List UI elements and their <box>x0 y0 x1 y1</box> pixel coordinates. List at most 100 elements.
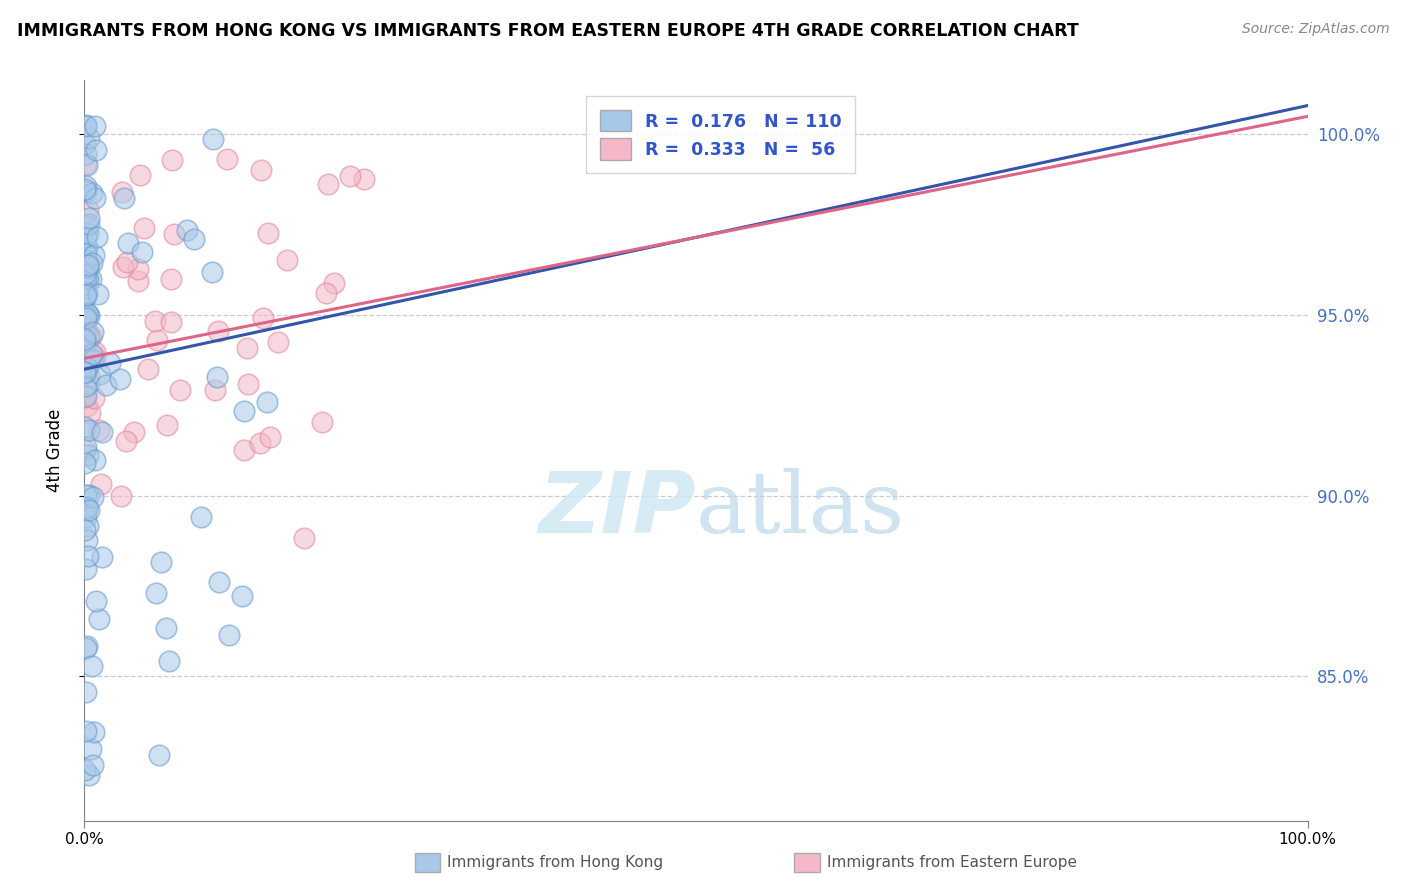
Point <box>76 158 98 172</box>
Point <box>127 262 149 277</box>
Point <box>77 258 100 272</box>
Point <box>84 345 107 359</box>
Point <box>250 163 273 178</box>
Point <box>76 306 98 320</box>
Point <box>75 288 97 302</box>
Point <box>89 368 111 382</box>
Point <box>77 217 100 231</box>
Point <box>79 211 101 225</box>
Point <box>353 172 375 186</box>
Point <box>77 376 100 391</box>
Point <box>91 425 114 439</box>
Point <box>112 191 135 205</box>
Point <box>276 252 298 267</box>
Point <box>183 232 205 246</box>
Point <box>75 419 97 434</box>
Point <box>80 347 103 361</box>
Point <box>236 376 259 391</box>
Text: IMMIGRANTS FROM HONG KONG VS IMMIGRANTS FROM EASTERN EUROPE 4TH GRADE CORRELATIO: IMMIGRANTS FROM HONG KONG VS IMMIGRANTS … <box>17 22 1078 40</box>
Point <box>122 425 145 439</box>
Point <box>94 378 117 392</box>
Point <box>75 440 97 454</box>
Point <box>231 589 253 603</box>
Point <box>75 723 97 738</box>
Point <box>146 334 169 348</box>
Point <box>73 391 96 405</box>
Point <box>75 365 97 379</box>
Point <box>204 384 226 398</box>
Text: Source: ZipAtlas.com: Source: ZipAtlas.com <box>1241 22 1389 37</box>
Point <box>76 202 98 217</box>
Point <box>75 253 97 268</box>
Point <box>75 310 97 325</box>
Point <box>236 341 259 355</box>
Point <box>91 549 114 564</box>
Point <box>84 143 107 157</box>
Point <box>76 501 98 516</box>
Point <box>217 153 239 167</box>
Point <box>75 322 97 336</box>
Point <box>205 369 228 384</box>
Point <box>83 392 105 406</box>
Point <box>157 655 180 669</box>
Point <box>73 287 96 301</box>
Point <box>79 406 101 420</box>
Point <box>82 326 104 340</box>
Point <box>75 562 97 576</box>
Point <box>83 248 105 262</box>
Point <box>76 285 98 300</box>
Point <box>89 423 111 437</box>
Point <box>115 434 138 448</box>
Point <box>84 452 107 467</box>
Point <box>75 119 97 133</box>
Point <box>75 157 97 171</box>
Point <box>339 169 361 183</box>
Point <box>75 334 97 348</box>
Point <box>76 500 98 514</box>
Point <box>80 186 103 201</box>
Point <box>79 330 101 344</box>
Point <box>82 658 104 673</box>
Point <box>76 519 98 533</box>
Point <box>76 362 98 376</box>
Point <box>87 612 110 626</box>
Point <box>110 490 132 504</box>
Point <box>82 490 104 504</box>
Point <box>80 272 103 286</box>
Point <box>75 146 97 161</box>
Point <box>257 226 280 240</box>
Point <box>77 330 100 344</box>
Point <box>86 229 108 244</box>
Point <box>76 360 98 375</box>
Legend: R =  0.176   N = 110, R =  0.333   N =  56: R = 0.176 N = 110, R = 0.333 N = 56 <box>586 96 855 173</box>
Point <box>249 435 271 450</box>
Text: Immigrants from Eastern Europe: Immigrants from Eastern Europe <box>827 855 1077 870</box>
Point <box>148 747 170 762</box>
Text: Immigrants from Hong Kong: Immigrants from Hong Kong <box>447 855 664 870</box>
Point <box>73 291 96 305</box>
Point <box>156 418 179 433</box>
Point <box>111 260 134 274</box>
Point <box>73 524 96 538</box>
Point <box>108 372 131 386</box>
Point <box>163 227 186 242</box>
Point <box>75 277 97 292</box>
Point <box>75 332 97 346</box>
Point <box>76 639 98 653</box>
Point <box>77 768 100 782</box>
Point <box>315 285 337 300</box>
Point <box>252 310 274 325</box>
Point <box>75 487 97 501</box>
Y-axis label: 4th Grade: 4th Grade <box>45 409 63 492</box>
Point <box>75 244 97 258</box>
Point <box>73 442 96 457</box>
Point <box>73 267 96 281</box>
Point <box>75 137 97 152</box>
Point <box>256 395 278 409</box>
Point <box>77 502 100 516</box>
Point <box>160 315 183 329</box>
Point <box>73 182 96 196</box>
Point <box>160 272 183 286</box>
Point <box>150 555 173 569</box>
Point <box>207 325 229 339</box>
